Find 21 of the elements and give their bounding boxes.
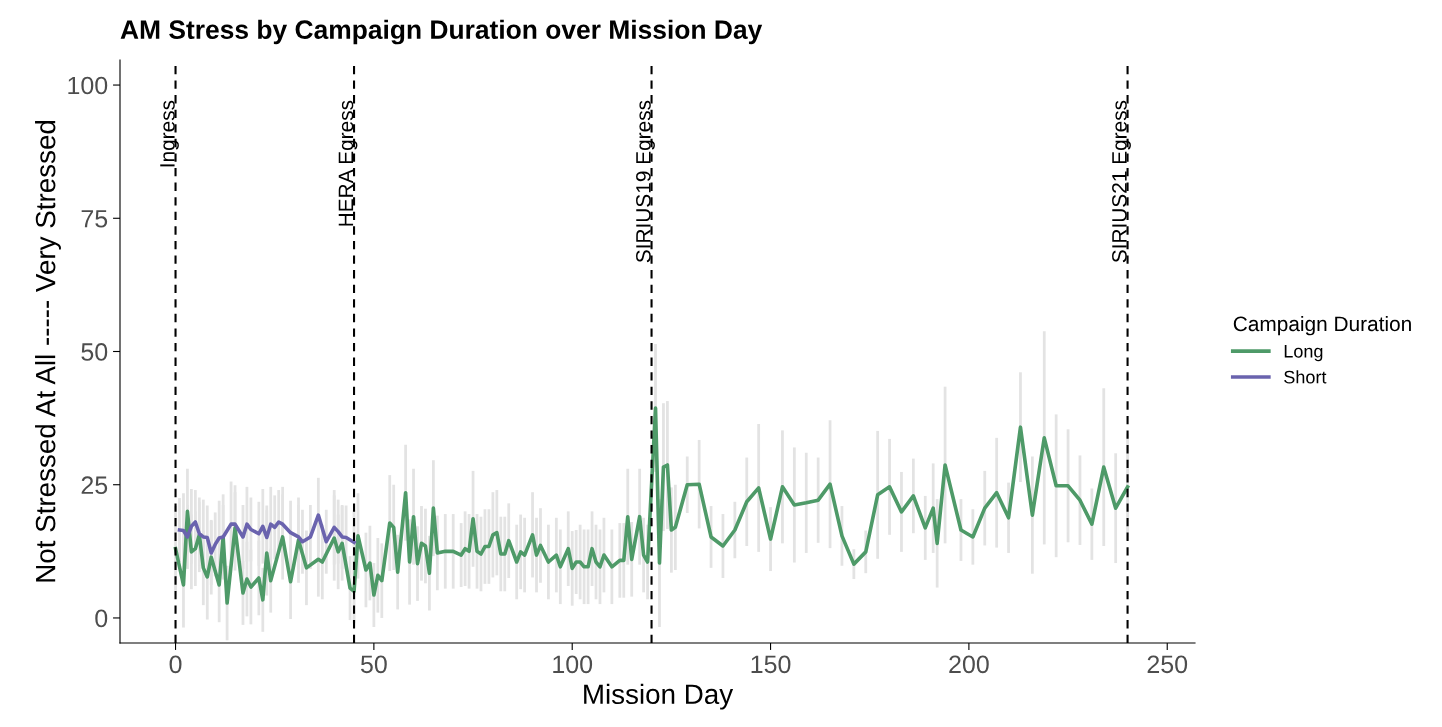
y-tick-label: 0 [95, 609, 108, 628]
x-tick-label: 150 [751, 655, 791, 674]
ref-line-label: SIRIUS21 Egress [1112, 100, 1131, 263]
x-tick-label: 250 [1147, 655, 1188, 674]
y-tick-label: 100 [68, 76, 108, 95]
x-axis-title: Mission Day [584, 683, 734, 710]
x-tick-label: 0 [169, 655, 182, 674]
ref-line-label: HERA Egress [338, 100, 358, 226]
x-tick-label: 200 [949, 655, 989, 674]
y-tick-label: 75 [81, 210, 108, 228]
y-tick-label: 25 [81, 476, 108, 495]
ref-line-label: Ingress [160, 100, 179, 167]
legend-title: Campaign Duration [1233, 315, 1411, 336]
ref-line-label: SIRIUS19 Egress [636, 100, 655, 263]
x-tick-label: 50 [360, 655, 387, 674]
y-axis-title: Not Stressed At All ----- Very Stressed [35, 120, 61, 582]
legend-label: Short [1284, 370, 1327, 384]
legend-label: Long [1284, 345, 1323, 362]
chart-title: AM Stress by Campaign Duration over Mission Day [120, 19, 763, 45]
y-tick-label: 50 [81, 343, 108, 361]
x-tick-label: 100 [553, 655, 593, 674]
